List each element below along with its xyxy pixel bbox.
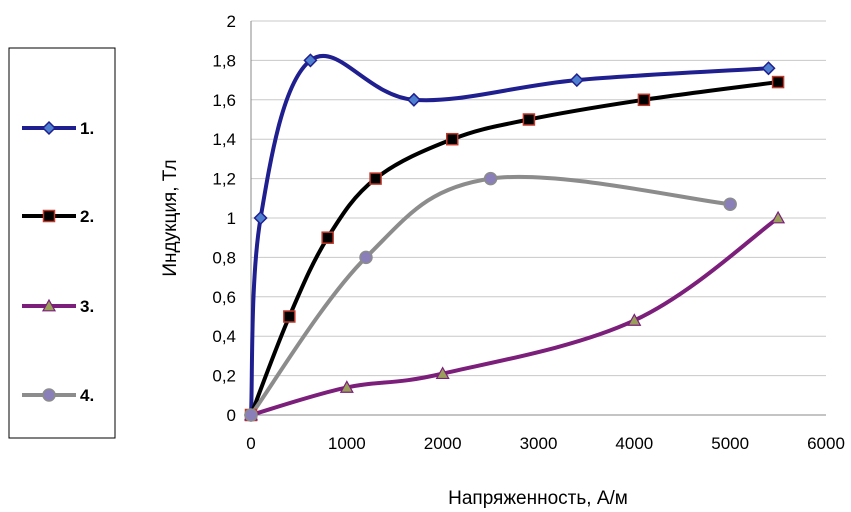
y-tick-label-10: 2 bbox=[227, 12, 236, 31]
legend: 1. 2. 3. 4. bbox=[8, 47, 116, 439]
series-3-line bbox=[249, 216, 781, 417]
y-tick-label-7: 1,4 bbox=[212, 130, 236, 149]
x-axis-title: Напряженность, А/м bbox=[448, 488, 628, 509]
series-3-point-1 bbox=[339, 380, 354, 393]
series-4-point-0 bbox=[244, 408, 258, 422]
series-4-line bbox=[249, 174, 733, 417]
series-2-point-5 bbox=[522, 113, 536, 126]
legend-marker-4 bbox=[42, 388, 56, 402]
series-2-point-7 bbox=[771, 75, 785, 89]
x-tick-label-4: 4000 bbox=[615, 434, 653, 453]
series-1-line bbox=[249, 53, 771, 417]
legend-marker-2 bbox=[42, 209, 56, 223]
tick-labels: 0 0,2 0,4 0,6 0,8 1 1,2 1,4 1,6 1,8 2 0 1000 2000 3000… bbox=[212, 12, 845, 453]
y-tick-label-4: 0,8 bbox=[212, 248, 236, 267]
series-4-point-1 bbox=[359, 250, 373, 265]
series-4-point-2 bbox=[483, 171, 498, 186]
x-tick-label-0: 0 bbox=[246, 434, 255, 453]
x-tick-label-6: 6000 bbox=[807, 434, 845, 453]
legend-box bbox=[8, 47, 116, 439]
legend-label-1: 1. bbox=[80, 119, 94, 138]
legend-label-3: 3. bbox=[80, 297, 94, 316]
legend-label-4: 4. bbox=[80, 386, 94, 405]
x-tick-label-2: 2000 bbox=[424, 434, 462, 453]
series-3-point-4 bbox=[771, 210, 786, 224]
x-tick-label-3: 3000 bbox=[520, 434, 558, 453]
y-tick-label-8: 1,6 bbox=[212, 91, 236, 110]
y-tick-label-9: 1,8 bbox=[212, 51, 236, 70]
y-tick-label-3: 0,6 bbox=[212, 288, 236, 307]
series-1-point-3 bbox=[406, 92, 421, 107]
series-2-point-6 bbox=[637, 93, 651, 107]
series-3-point-2 bbox=[435, 366, 450, 380]
series-2-line bbox=[249, 80, 781, 417]
x-tick-label-5: 5000 bbox=[711, 434, 749, 453]
series-2-point-2 bbox=[321, 231, 334, 244]
series-2-point-1 bbox=[283, 310, 296, 323]
grid-lines bbox=[251, 20, 826, 377]
y-tick-label-0: 0 bbox=[227, 406, 236, 425]
series-2-point-3 bbox=[369, 172, 382, 185]
y-tick-label-1: 0,2 bbox=[212, 367, 236, 386]
y-tick-label-5: 1 bbox=[227, 209, 236, 228]
series-3-point-3 bbox=[627, 313, 642, 326]
y-tick-label-2: 0,4 bbox=[212, 327, 236, 346]
legend-label-2: 2. bbox=[80, 207, 94, 226]
series-1-point-1 bbox=[253, 210, 268, 226]
x-tick-label-1: 1000 bbox=[328, 434, 366, 453]
series-layer bbox=[243, 53, 786, 423]
legend-marker-1 bbox=[41, 120, 57, 136]
y-tick-label-6: 1,2 bbox=[212, 170, 236, 189]
series-2-point-4 bbox=[446, 132, 459, 146]
series-1-point-5 bbox=[761, 61, 776, 76]
series-4-point-3 bbox=[723, 197, 737, 211]
series-1-point-4 bbox=[569, 73, 584, 88]
y-axis-title: Индукция, Тл bbox=[160, 159, 181, 276]
legend-marker-3 bbox=[41, 298, 57, 312]
series-1-point-2 bbox=[303, 53, 318, 68]
